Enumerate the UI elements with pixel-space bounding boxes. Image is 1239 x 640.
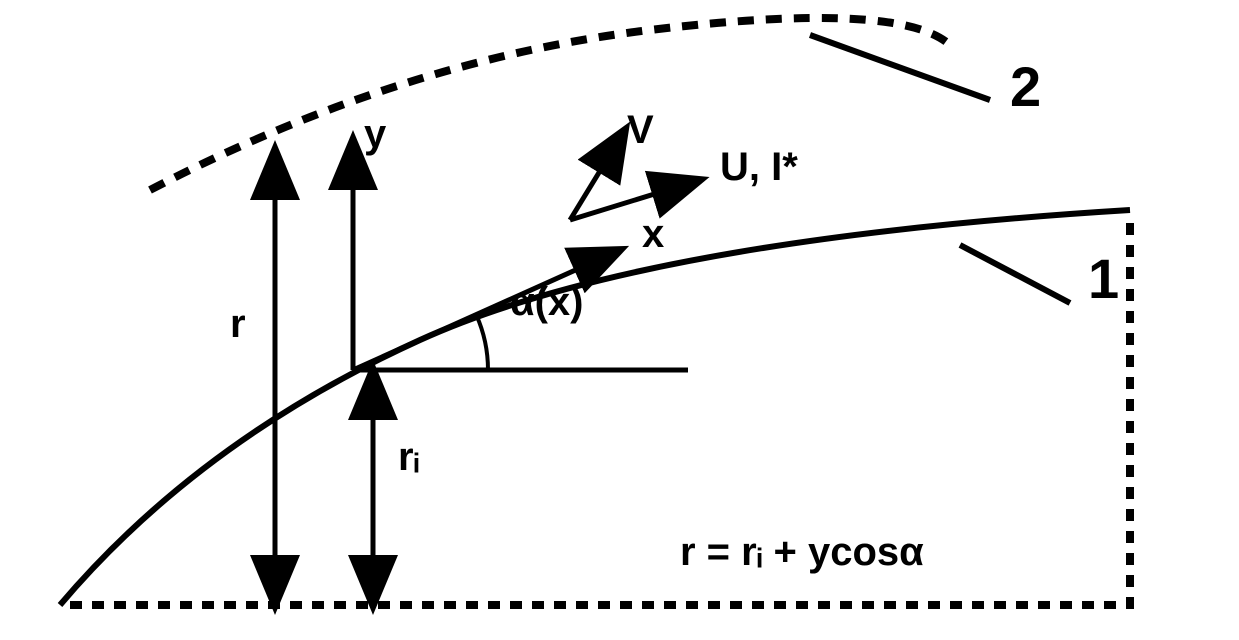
label-equation: r = rᵢ + ycosα (680, 530, 924, 575)
label-v: V (627, 108, 654, 153)
label-x: x (642, 212, 664, 257)
label-curve-1: 1 (1088, 246, 1119, 311)
diagram-svg (0, 0, 1239, 635)
diagram-container: 2 1 y V U, I* x α(x) r rᵢ r = rᵢ + ycosα (0, 0, 1239, 635)
label-u: U, I* (720, 145, 798, 190)
label-curve-2: 2 (1010, 54, 1041, 119)
label-ri: rᵢ (398, 435, 419, 480)
label-angle: α(x) (510, 280, 583, 325)
label-y: y (364, 112, 386, 157)
leader-line-2 (810, 35, 990, 100)
curve-1 (60, 210, 1130, 605)
angle-arc (476, 315, 488, 370)
label-r: r (230, 302, 246, 347)
leader-line-1 (960, 245, 1070, 303)
axis-frame (70, 218, 1130, 605)
